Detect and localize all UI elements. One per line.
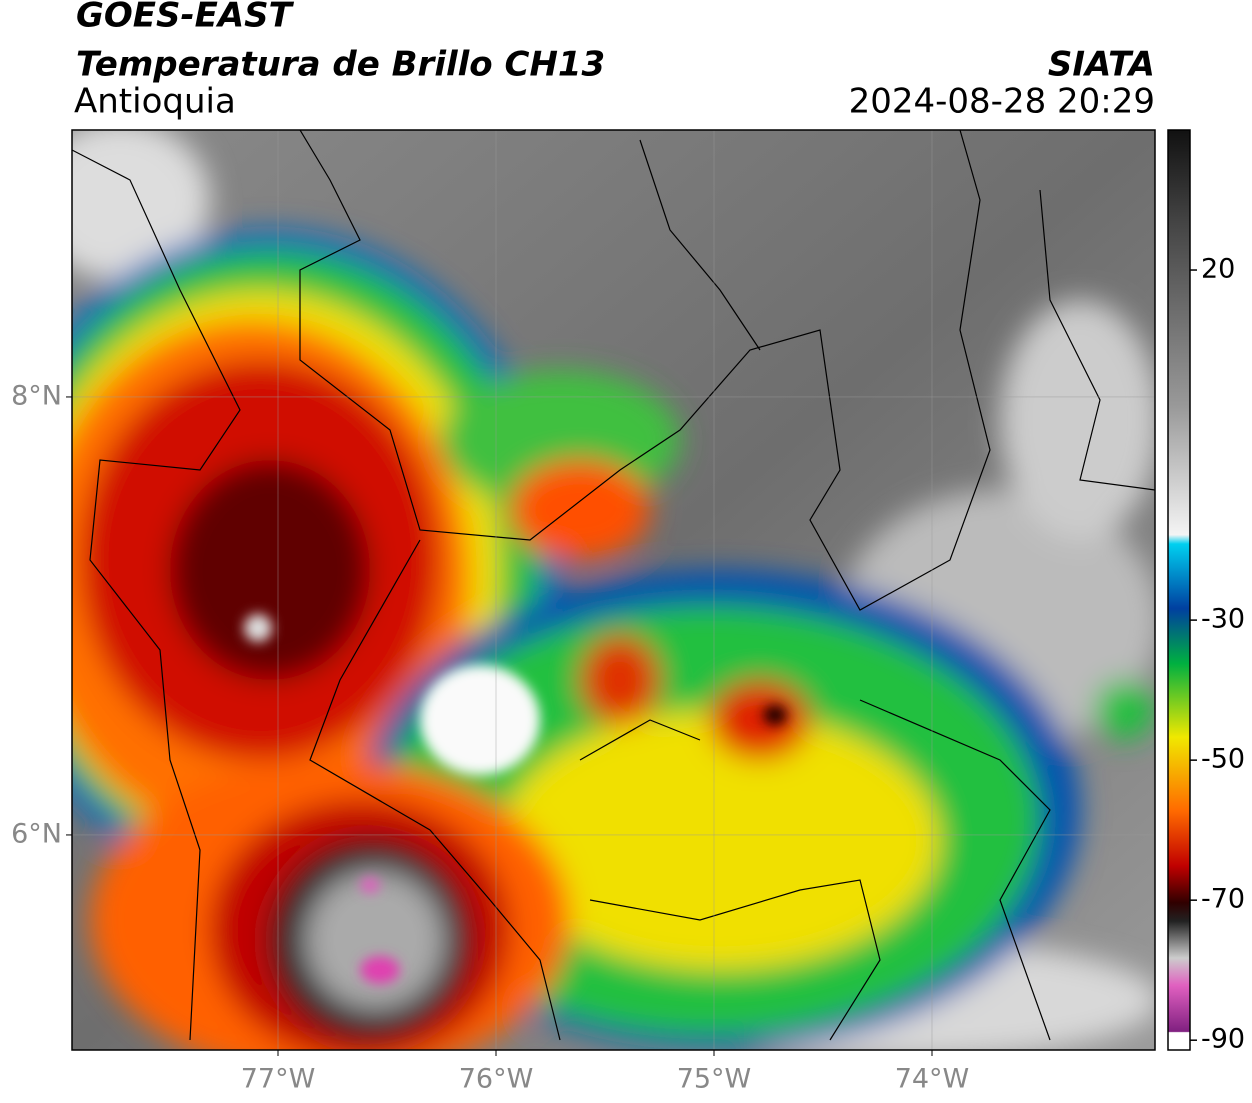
x-tick-label: 74°W xyxy=(895,1064,970,1095)
x-tick-label: 76°W xyxy=(459,1064,534,1095)
satellite-image xyxy=(72,130,1155,1050)
x-tick-label: 75°W xyxy=(677,1064,752,1095)
region: Antioquia xyxy=(74,82,236,122)
y-tick-label: 8°N xyxy=(11,380,62,411)
datetime: 2024-08-28 20:29 xyxy=(849,82,1155,122)
colorbar xyxy=(1167,129,1191,1051)
y-tick-label: 6°N xyxy=(11,818,62,849)
colorbar-tick-label: -50 xyxy=(1201,744,1245,775)
colorbar-tick-label: -30 xyxy=(1201,604,1245,635)
source: SIATA xyxy=(1048,45,1155,85)
colorbar-tick-label: 20 xyxy=(1201,254,1235,285)
map-frame xyxy=(71,129,1156,1051)
colorbar-tick-label: -90 xyxy=(1201,1024,1245,1055)
title: GOES-EAST xyxy=(76,0,295,36)
x-tick-label: 77°W xyxy=(241,1064,316,1095)
colorbar-tick-label: -70 xyxy=(1201,884,1245,915)
subtitle: Temperatura de Brillo CH13 xyxy=(76,45,605,85)
